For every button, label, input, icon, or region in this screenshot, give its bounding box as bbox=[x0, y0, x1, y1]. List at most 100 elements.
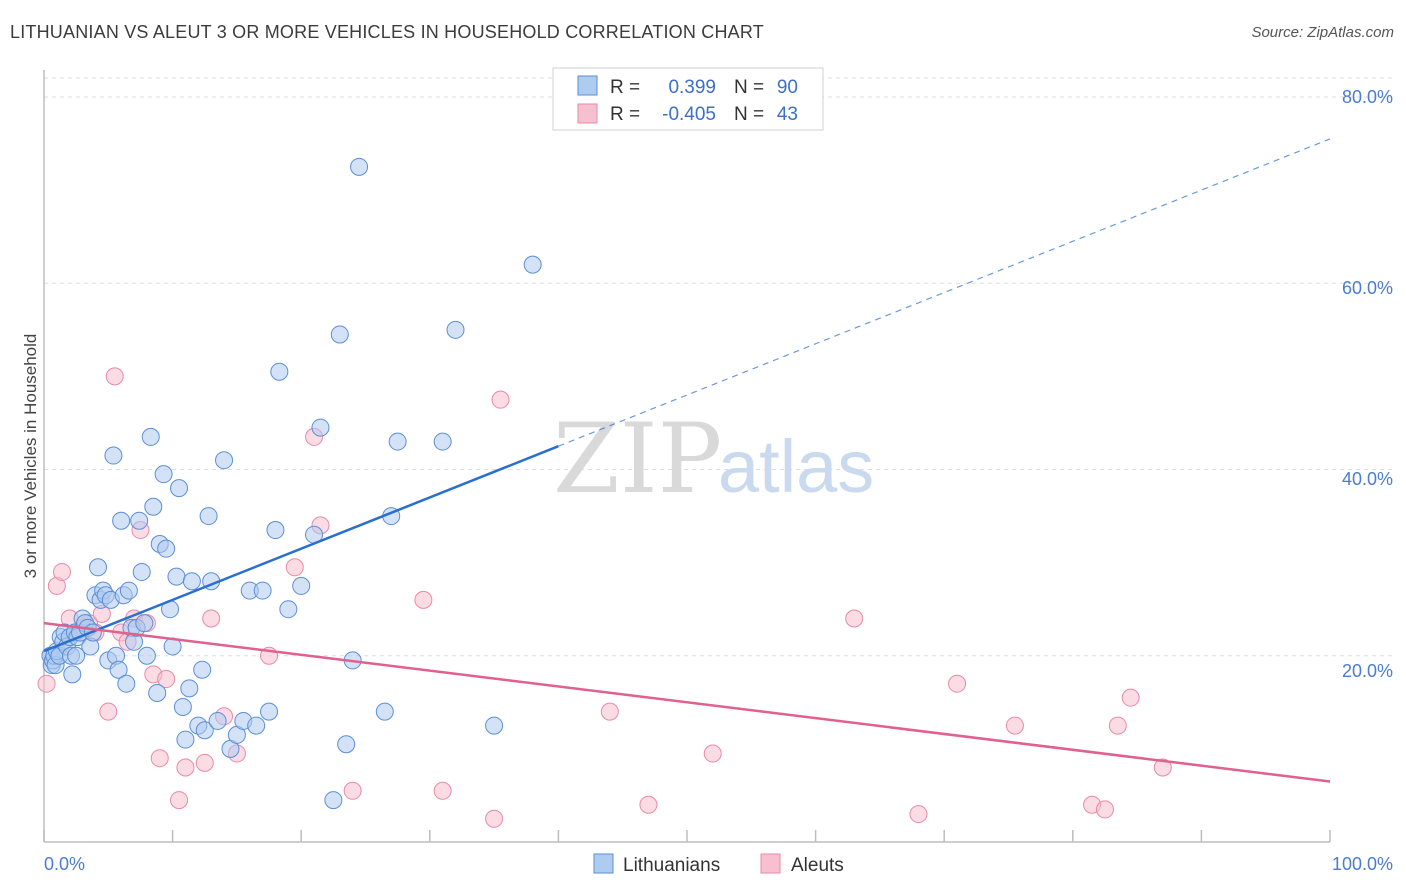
lithuanians-point bbox=[130, 511, 149, 530]
legend-r-value: -0.405 bbox=[662, 104, 716, 125]
lithuanians-point bbox=[119, 581, 138, 600]
lithuanians-point bbox=[135, 614, 154, 633]
watermark-atlas: atlas bbox=[718, 425, 874, 508]
lithuanians-point bbox=[253, 581, 272, 600]
bottom-legend-swatch-aleuts bbox=[760, 853, 781, 874]
legend-n-label: N = bbox=[734, 104, 764, 125]
aleuts-point bbox=[170, 791, 189, 810]
lithuanians-point bbox=[375, 702, 394, 721]
lithuanians-point bbox=[330, 325, 349, 344]
lithuanians-point bbox=[446, 320, 465, 339]
legend-swatch-aleuts bbox=[577, 103, 598, 124]
lithuanians-point bbox=[67, 646, 86, 665]
aleuts-point bbox=[285, 558, 304, 577]
lithuanians-point bbox=[350, 157, 369, 176]
lithuanians-point bbox=[337, 735, 356, 754]
aleuts-point bbox=[1005, 716, 1024, 735]
aleuts-point bbox=[37, 674, 56, 693]
aleuts-point bbox=[491, 390, 510, 409]
series-legend: Lithuanians Aleuts bbox=[593, 853, 844, 876]
legend-box bbox=[552, 67, 824, 131]
aleuts-point bbox=[105, 367, 124, 386]
lithuanians-point bbox=[311, 418, 330, 437]
lithuanians-point bbox=[208, 711, 227, 730]
bottom-legend-aleuts: Aleuts bbox=[791, 855, 844, 876]
legend-r-value: 0.399 bbox=[668, 77, 716, 98]
lithuanians-point bbox=[433, 432, 452, 451]
legend-r-label: R = bbox=[610, 104, 640, 125]
lithuanians-point bbox=[132, 562, 151, 581]
aleuts-point bbox=[909, 805, 928, 824]
lithuanians-point bbox=[266, 521, 285, 540]
lithuanians-point bbox=[167, 567, 186, 586]
aleuts-point bbox=[600, 702, 619, 721]
lithuanians-point bbox=[173, 697, 192, 716]
lithuanians-point bbox=[199, 507, 218, 526]
lithuanians-point bbox=[292, 576, 311, 595]
y-tick-label: 80.0% bbox=[1342, 87, 1393, 107]
lithuanians-point bbox=[154, 465, 173, 484]
chart-title: LITHUANIAN VS ALEUT 3 OR MORE VEHICLES I… bbox=[10, 22, 764, 42]
aleuts-point bbox=[433, 781, 452, 800]
aleuts-point bbox=[703, 744, 722, 763]
grid-lines bbox=[44, 77, 1393, 657]
lithuanians-point bbox=[388, 432, 407, 451]
lithuanians-point bbox=[141, 427, 160, 446]
lithuanians-point bbox=[144, 497, 163, 516]
lithuanians-point bbox=[324, 791, 343, 810]
lithuanians-points bbox=[41, 157, 542, 810]
aleuts-point bbox=[157, 670, 176, 689]
lithuanians-trend-extension bbox=[558, 138, 1331, 447]
x-tick-label: 100.0% bbox=[1332, 854, 1393, 874]
trend-lines bbox=[43, 138, 1331, 783]
lithuanians-point bbox=[117, 674, 136, 693]
aleuts-point bbox=[1121, 688, 1140, 707]
lithuanians-point bbox=[279, 600, 298, 619]
aleuts-point bbox=[150, 749, 169, 768]
aleuts-point bbox=[53, 562, 72, 581]
lithuanians-point bbox=[157, 539, 176, 558]
watermark-zip: ZIP bbox=[553, 403, 722, 515]
x-tick-label: 0.0% bbox=[44, 854, 85, 874]
lithuanians-point bbox=[137, 646, 156, 665]
lithuanians-point bbox=[270, 362, 289, 381]
lithuanians-point bbox=[104, 446, 123, 465]
bottom-legend-lithuanians: Lithuanians bbox=[623, 855, 720, 876]
aleuts-point bbox=[343, 781, 362, 800]
aleuts-point bbox=[202, 609, 221, 628]
aleuts-point bbox=[1095, 800, 1114, 819]
lithuanians-point bbox=[170, 479, 189, 498]
x-axis-ticks bbox=[43, 830, 1331, 842]
bottom-legend-swatch-lithuanians bbox=[593, 853, 614, 874]
aleuts-point bbox=[845, 609, 864, 628]
lithuanians-point bbox=[247, 716, 266, 735]
lithuanians-point bbox=[182, 572, 201, 591]
aleuts-point bbox=[639, 795, 658, 814]
lithuanians-point bbox=[109, 660, 128, 679]
aleuts-point bbox=[1153, 758, 1172, 777]
lithuanians-point bbox=[523, 255, 542, 274]
aleuts-point bbox=[176, 758, 195, 777]
aleuts-trend-line bbox=[43, 621, 1331, 783]
legend-n-label: N = bbox=[734, 77, 764, 98]
aleuts-point bbox=[1108, 716, 1127, 735]
legend-n-value: 90 bbox=[777, 77, 798, 98]
lithuanians-point bbox=[176, 730, 195, 749]
aleuts-point bbox=[99, 702, 118, 721]
source-label: Source: ZipAtlas.com bbox=[1251, 24, 1394, 41]
aleuts-point bbox=[195, 753, 214, 772]
correlation-legend: R = 0.399 N = 90 R = -0.405 N = 43 bbox=[552, 67, 824, 131]
lithuanians-point bbox=[89, 558, 108, 577]
lithuanians-point bbox=[63, 665, 82, 684]
y-tick-label: 20.0% bbox=[1342, 661, 1393, 681]
y-axis-title: 3 or more Vehicles in Household bbox=[21, 334, 40, 579]
aleuts-point bbox=[948, 674, 967, 693]
lithuanians-point bbox=[195, 721, 214, 740]
legend-r-label: R = bbox=[610, 77, 640, 98]
legend-n-value: 43 bbox=[777, 104, 798, 125]
lithuanians-point bbox=[260, 702, 279, 721]
lithuanians-point bbox=[215, 451, 234, 470]
lithuanians-point bbox=[148, 684, 167, 702]
lithuanians-point bbox=[193, 660, 212, 679]
